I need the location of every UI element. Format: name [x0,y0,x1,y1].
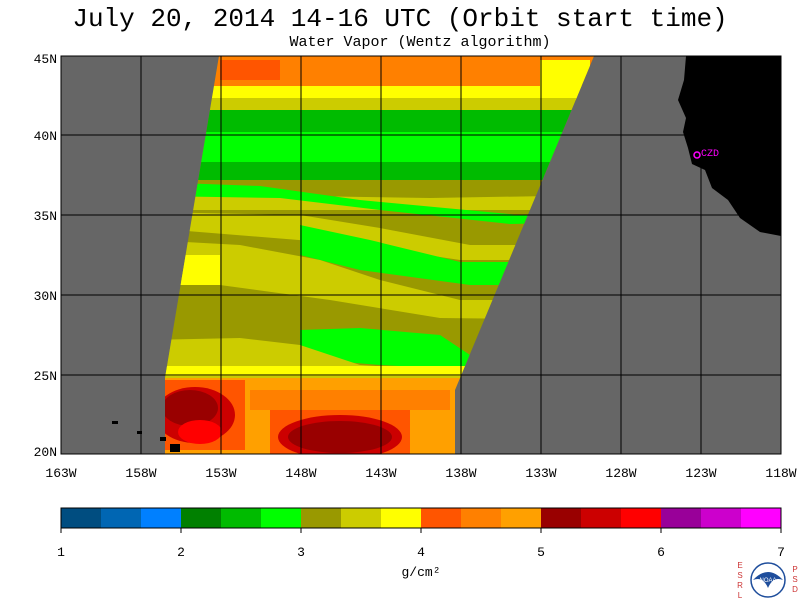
colorbar-swatch [301,508,341,528]
logo-letter: R [737,581,743,590]
colorbar-tick: 3 [297,545,305,560]
california-coast-land [678,56,781,236]
graticule [61,56,781,454]
lat-label: 45N [34,52,57,67]
station-label: CZD [701,149,719,160]
hawaii-island [160,437,166,441]
colorbar-swatch [221,508,261,528]
logo-letter: S [737,571,742,580]
latitude-labels: 45N 40N 35N 30N 25N 20N [34,52,57,460]
colorbar-tick: 1 [57,545,65,560]
logo-letter: S [792,575,797,584]
station-marker [693,151,701,159]
logo-letter: D [792,585,798,594]
longitude-labels: 163W 158W 153W 148W 143W 138W 133W 128W … [45,466,796,481]
colorbar-tick: 6 [657,545,665,560]
colorbar-unit-label: g/cm² [401,565,440,580]
colorbar-swatch [101,508,141,528]
colorbar-swatch [421,508,461,528]
colorbar-swatch [661,508,701,528]
logo-letter: P [792,565,797,574]
lon-label: 153W [205,466,236,481]
lon-label: 128W [605,466,636,481]
colorbar-swatch [541,508,581,528]
lon-label: 148W [285,466,316,481]
colorbar-swatch [581,508,621,528]
lon-label: 138W [445,466,476,481]
colorbar [60,507,782,533]
lon-label: 133W [525,466,556,481]
lon-label: 143W [365,466,396,481]
hawaii-island [112,421,118,424]
map-title: July 20, 2014 14-16 UTC (Orbit start tim… [72,4,728,34]
lat-label: 40N [34,129,57,144]
colorbar-swatch [701,508,741,528]
hawaii-island [170,444,180,452]
colorbar-swatch [141,508,181,528]
noaa-emblem-text: NOAA [759,578,776,584]
colorbar-swatch [261,508,301,528]
lat-label: 20N [34,445,57,460]
lon-label: 158W [125,466,156,481]
lon-label: 123W [685,466,716,481]
colorbar-tick: 2 [177,545,185,560]
noaa-esrl-psd-logo: E S R L P S D NOAA [728,558,798,600]
colorbar-swatch [621,508,661,528]
hawaii-island [137,431,142,434]
lon-label: 118W [765,466,796,481]
colorbar-swatch [501,508,541,528]
colorbar-swatch [741,508,781,528]
colorbar-ticks: 1 2 3 4 5 6 7 [57,545,785,560]
map-panel: CZD [60,55,782,455]
colorbar-tick: 5 [537,545,545,560]
colorbar-tick: 4 [417,545,425,560]
colorbar-tick: 7 [777,545,785,560]
colorbar-swatch [181,508,221,528]
logo-letter: E [737,561,742,570]
colorbar-swatch [341,508,381,528]
lat-label: 30N [34,289,57,304]
map-subtitle: Water Vapor (Wentz algorithm) [289,34,551,51]
lat-label: 25N [34,369,57,384]
lon-label: 163W [45,466,76,481]
colorbar-swatch [461,508,501,528]
colorbar-swatch [61,508,101,528]
lat-label: 35N [34,209,57,224]
logo-letter: L [738,591,743,600]
map-frame [60,55,782,455]
colorbar-swatch [381,508,421,528]
